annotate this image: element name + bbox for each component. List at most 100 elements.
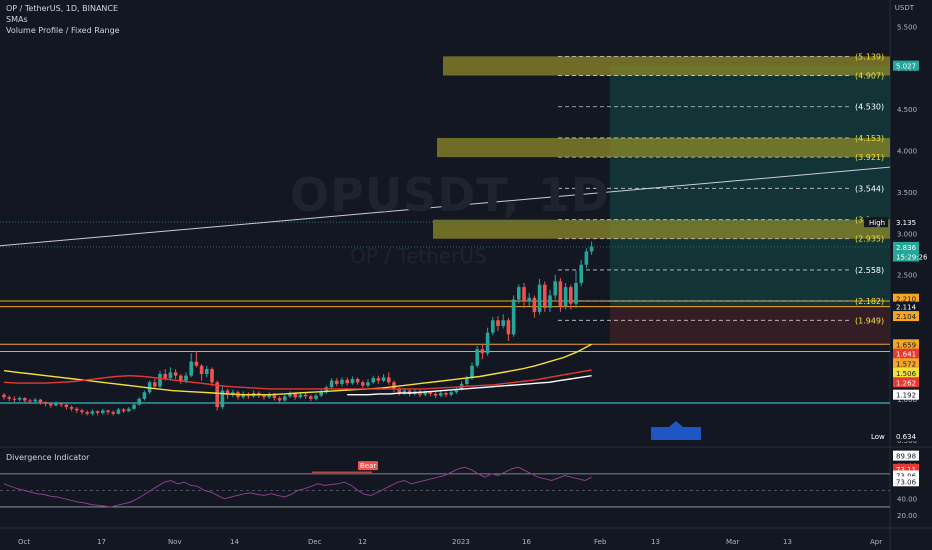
rsi-badge [893,476,919,487]
candle-body [324,387,329,393]
candle-body [491,320,495,333]
stop-zone [610,306,890,345]
rsi-badge [893,450,919,461]
currency-label: USDT [894,4,914,12]
price-badge [893,311,919,322]
price-badge-label: 1.192 [896,392,916,400]
high-label: High [869,219,885,227]
sma-indicator-label[interactable]: SMAs [6,15,28,24]
price-badge [893,377,919,388]
candle-body [59,402,63,405]
candle-body [569,287,573,304]
candle-body [366,382,370,386]
candle-body [350,378,355,384]
candle-body [501,320,505,327]
candle-body [184,375,188,381]
candle-body [470,365,474,379]
price-tick-label: 5.500 [897,23,917,31]
rsi-badge-label: 89.98 [896,453,916,461]
candle-body [231,392,235,395]
candle-body [2,394,6,398]
price-tick-label: 2.500 [897,272,917,280]
candle-body [33,399,37,402]
candle-body [38,399,43,403]
candle-body [158,374,162,387]
supply-zone [437,137,890,158]
candle-body [69,407,74,409]
price-badge [893,339,919,350]
name-watermark: OP / TetherUS [350,244,487,268]
candle-body [298,394,303,398]
candle-body [506,320,511,335]
candle-body [101,410,105,413]
price-tick-label: 4.000 [897,148,917,156]
candle-body [163,374,167,379]
price-badge-label: 0.634 [896,433,917,441]
price-tick-label: 0.500 [897,437,917,445]
candle-body [439,393,443,396]
candle-body [277,398,282,401]
chart-title[interactable]: OP / TetherUS, 1D, BINANCE [6,4,119,13]
candle-body [189,361,193,376]
price-badge [893,217,919,228]
candle-body [179,375,183,381]
time-tick-label: Dec [308,538,322,546]
price-tick-label: 3.500 [897,189,917,197]
fib-level-label: (5.139) [855,52,884,61]
divergence-indicator-label[interactable]: Divergence Indicator [6,453,90,462]
price-badge-label: 5.027 [896,63,916,71]
price-badge-label: 1.506 [896,370,917,378]
fib-level-label: (3.921) [855,153,884,162]
price-badge [893,431,919,442]
supply-zone [433,219,890,239]
rsi-tick-label: 20.00 [897,512,917,520]
price-badge-label: 2.210 [896,296,916,304]
candle-body [355,378,360,383]
candle-body [106,410,110,413]
candle-body [199,365,204,375]
candle-body [387,377,391,383]
candle-body [480,349,485,354]
candle-body [407,390,412,394]
fib-level-label: (4.907) [855,72,884,81]
candle-body [381,377,386,381]
candle-body [23,398,27,401]
volume-profile-label[interactable]: Volume Profile / Fixed Range [6,26,120,35]
sma-yellow-line [3,343,592,396]
price-badge [893,389,919,400]
time-tick-label: 2023 [452,538,470,546]
candle-body [543,284,547,308]
candle-body [537,284,542,312]
candle-body [142,392,147,399]
time-tick-label: 14 [230,538,239,546]
candle-body [303,394,308,397]
candle-body [28,400,32,402]
price-badge-label: 2.114 [896,304,917,312]
candle-body [392,382,396,389]
candle-body [361,382,365,386]
time-tick-label: Nov [168,538,182,546]
candle-body [423,392,427,395]
price-badge-label: 15:29:26 [896,254,928,262]
price-badge-label: 3.135 [896,219,916,227]
volume-profile-handle [651,427,701,440]
candle-body [345,379,349,384]
candle-body [574,282,578,304]
price-badge-label: 1.262 [896,379,916,387]
rsi-badge [893,463,919,474]
candle-body [418,391,422,395]
time-tick-label: 16 [522,538,531,546]
candle-body [220,390,225,408]
candle-body [293,393,297,398]
candle-body [283,396,287,401]
candle-body [527,297,531,302]
candle-body [132,404,136,409]
candle-body [309,396,313,399]
candle-body [90,411,95,414]
candle-body [241,393,245,398]
price-badge [893,241,919,252]
price-badge-label: 1.641 [896,351,916,359]
candle-body [116,409,121,414]
candle-body [319,392,323,396]
